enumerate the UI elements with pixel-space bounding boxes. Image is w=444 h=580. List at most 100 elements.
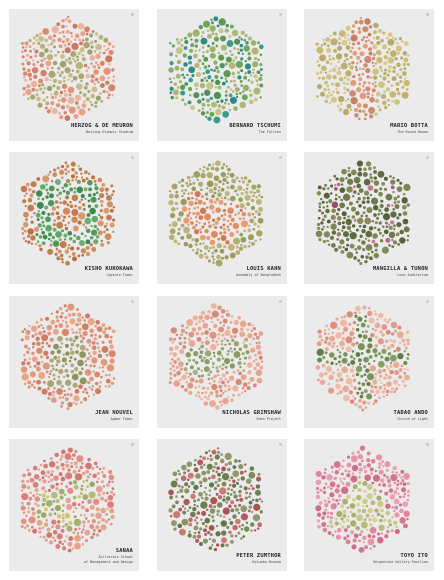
- plate-dot: [397, 383, 401, 387]
- plate-dot: [224, 28, 229, 33]
- plate-dot: [401, 379, 405, 383]
- plate-dot: [81, 57, 86, 62]
- plate-dot: [197, 320, 201, 324]
- plate-dot: [104, 333, 110, 339]
- plate-dot: [224, 452, 232, 461]
- corner-mark: [426, 300, 429, 303]
- plate-dot: [99, 192, 105, 199]
- plate-dot: [53, 219, 57, 222]
- plate-dot: [87, 66, 90, 69]
- plate-dot: [105, 228, 109, 231]
- plate-dot: [63, 111, 67, 115]
- plate-dot: [403, 360, 408, 366]
- plate-dot: [383, 384, 386, 387]
- plate-dot: [51, 235, 56, 240]
- plate-dot: [217, 477, 222, 482]
- plate-dot: [377, 212, 381, 216]
- plate-dot: [330, 214, 336, 221]
- plate-dot: [71, 208, 79, 217]
- plate-dot: [37, 515, 40, 519]
- plate-dot: [223, 202, 227, 206]
- plate-dot: [373, 213, 377, 217]
- plate-dot: [371, 250, 374, 254]
- plate-dot: [336, 372, 343, 378]
- plate-dot: [224, 255, 229, 260]
- plate-dot: [255, 195, 258, 199]
- plate-dot: [318, 372, 325, 378]
- plate-dot: [244, 496, 248, 500]
- plate-dot: [78, 73, 85, 80]
- plate-dot: [47, 380, 55, 388]
- plate-dot: [65, 324, 70, 329]
- plate-dot: [175, 47, 183, 54]
- plate-dot: [208, 546, 213, 550]
- plate-dot: [353, 533, 359, 539]
- plate-dot: [169, 352, 173, 355]
- plate-dot: [54, 96, 58, 99]
- plate-dot: [30, 325, 38, 332]
- plate-dot: [100, 204, 104, 207]
- plate-dot: [341, 229, 344, 232]
- plate-dot: [213, 91, 222, 100]
- plate-dot: [87, 172, 91, 175]
- plate-dot: [336, 484, 340, 488]
- plate-dot: [359, 363, 362, 366]
- plate-dot: [346, 311, 353, 318]
- plate-dot: [330, 503, 337, 510]
- plate-dot: [168, 224, 172, 227]
- plate-dot: [200, 93, 204, 96]
- plate-dot: [227, 487, 231, 491]
- plate-dot: [211, 310, 219, 318]
- plate-dot: [209, 400, 216, 407]
- plate-dot: [210, 166, 215, 171]
- plate-dot: [354, 20, 359, 24]
- plate-dot: [83, 63, 88, 68]
- plate-dot: [56, 166, 60, 170]
- plate-dot: [377, 105, 380, 108]
- plate-dot: [255, 341, 258, 345]
- plate-dot: [168, 346, 174, 352]
- plate-dot: [241, 391, 244, 394]
- plate-dot: [197, 326, 202, 331]
- plate-dot: [228, 518, 231, 521]
- plate-dot: [337, 60, 340, 64]
- plate-dot: [100, 242, 105, 247]
- plate-dot: [107, 93, 111, 97]
- plate-dot: [234, 189, 238, 193]
- plate-dot: [369, 523, 373, 527]
- plate-dot: [335, 53, 343, 60]
- plate-dot: [383, 387, 387, 391]
- plate-dot: [220, 339, 224, 343]
- plate-dot: [351, 374, 355, 378]
- plate-dot: [185, 181, 189, 185]
- plate-dot: [358, 475, 361, 479]
- plate-dot: [104, 233, 112, 241]
- plate-dot: [81, 316, 84, 319]
- plate-dot: [209, 52, 216, 59]
- plate-dot: [62, 207, 71, 215]
- plate-dot: [56, 256, 61, 261]
- plate-dot: [229, 24, 234, 29]
- plate-dot: [382, 483, 386, 487]
- plate-dot: [195, 379, 199, 383]
- plate-dot: [383, 61, 388, 66]
- plate-dot: [322, 187, 326, 191]
- plate-dot: [33, 226, 40, 233]
- plate-dot: [232, 470, 240, 478]
- plate-dot: [67, 247, 70, 250]
- plate-dot: [59, 458, 63, 461]
- plate-dot: [176, 40, 181, 45]
- plate-dot: [97, 220, 104, 227]
- plate-dot: [56, 221, 64, 229]
- plate-dot: [216, 484, 220, 487]
- plate-dot: [194, 459, 197, 462]
- plate-dot: [188, 340, 196, 347]
- plate-dot: [96, 472, 100, 476]
- caption: KISHO KUROKAWA Capsule Tower: [85, 266, 133, 277]
- plate-dot: [215, 44, 218, 48]
- plate-dot: [217, 192, 222, 197]
- plate-dot: [172, 76, 176, 80]
- plate-dot: [56, 359, 61, 364]
- plate-dot: [203, 490, 206, 494]
- plate-dot: [202, 477, 208, 483]
